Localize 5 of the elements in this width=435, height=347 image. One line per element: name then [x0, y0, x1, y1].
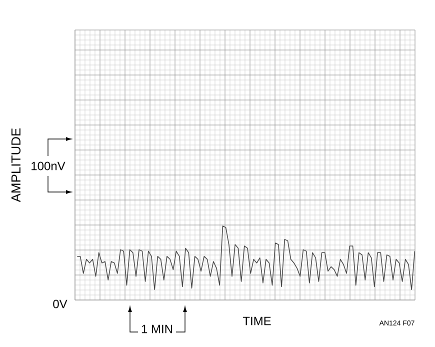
text: 1 MIN — [142, 324, 172, 334]
x-axis-title: TIME — [242, 316, 271, 326]
y-axis-title: AMPLITUDE — [11, 128, 21, 202]
text: 0V — [53, 300, 68, 308]
text: 100nV — [32, 162, 66, 170]
